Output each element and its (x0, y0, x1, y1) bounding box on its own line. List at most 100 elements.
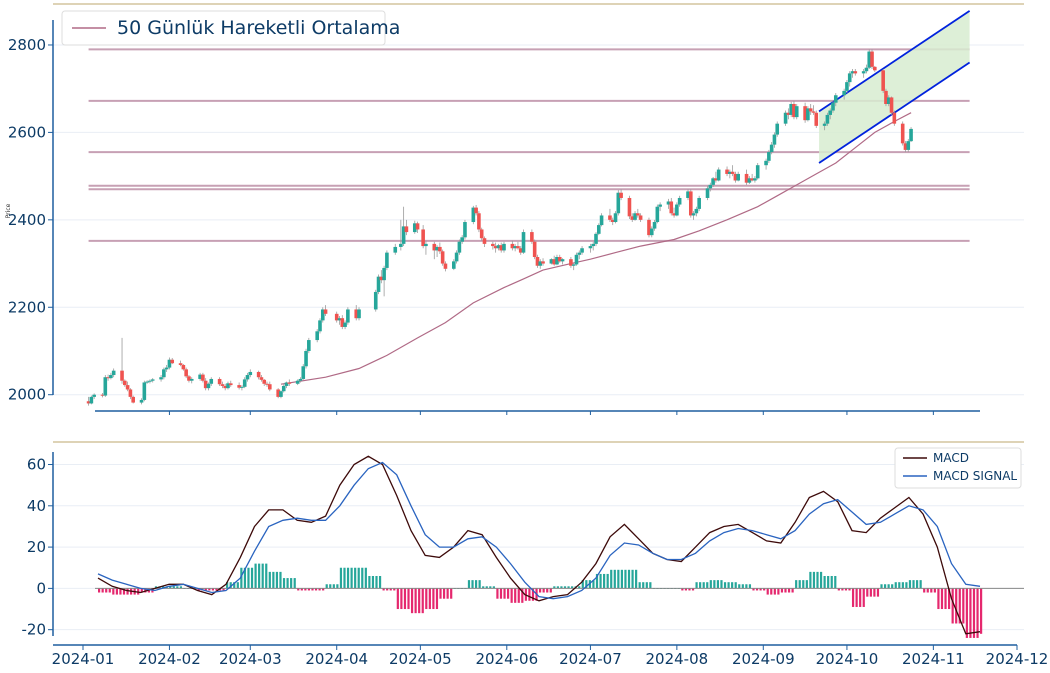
candle-body-102 (510, 243, 515, 249)
price-panel: 2000 2200 2400 2600 2800 Price 50 Günlük Har… (5, 10, 1024, 415)
candle-body-109 (535, 256, 540, 266)
candle-body-61 (323, 309, 328, 314)
macd-hist-bar-21-0 (396, 588, 399, 610)
macd-hist-bar-8-0 (211, 588, 215, 591)
macd-hist-bar-3-0 (140, 588, 143, 593)
macd-hist-bar-1-0 (112, 588, 115, 595)
candle-body-36 (226, 383, 230, 389)
candle-body-134 (633, 213, 637, 220)
candle-body-135 (636, 213, 640, 216)
macd-hist-bar-42-0 (695, 582, 698, 589)
macd-hist-bar-38-2 (645, 582, 648, 589)
x-tick-label-11: 2024-12 (986, 650, 1049, 668)
macd-hist-bar-55-0 (880, 584, 883, 589)
macd-hist-bar-5-1 (172, 586, 175, 589)
macd-hist-bar-38-0 (638, 582, 641, 589)
candle-body-42 (248, 371, 253, 376)
candle-body-37 (228, 383, 233, 386)
candle-body-188 (845, 82, 849, 91)
candle-body-116 (560, 259, 565, 262)
candle-body-162 (744, 173, 749, 183)
macd-hist-bar-50-1 (812, 571, 816, 589)
macd-hist-bar-1-1 (115, 588, 118, 595)
price-axes: 2000 2200 2400 2600 2800 (8, 20, 980, 415)
macd-hist-bar-22-0 (410, 588, 414, 614)
macd-hist-bar-16-0 (325, 584, 328, 589)
macd-hist-bar-32-1 (556, 586, 559, 589)
candle-body-181 (814, 112, 819, 126)
candle-body-33 (217, 378, 222, 385)
macd-hist-bar-21-1 (400, 588, 403, 610)
macd-hist-bar-58-2 (930, 588, 933, 593)
candle-body-190 (850, 71, 855, 74)
macd-hist-bar-11-2 (261, 563, 264, 589)
macd-hist-bar-11-0 (254, 563, 257, 589)
macd-hist-bar-15-3 (322, 588, 325, 591)
macd-hist-bar-19-2 (375, 576, 378, 589)
candle-body-23 (178, 363, 183, 365)
macd-hist-bar-33-3 (578, 586, 581, 589)
candle-body-169 (769, 144, 774, 153)
macd-hist-bar-51-3 (834, 576, 837, 589)
candle-body-120 (577, 252, 582, 255)
macd-hist-bar-38-1 (642, 582, 645, 589)
macd-hist-bar-34-1 (585, 580, 588, 589)
macd-hist-bar-28-2 (503, 588, 506, 599)
macd-hist-bar-58-0 (923, 588, 926, 593)
candle-body-110 (538, 261, 543, 266)
macd-hist-bar-61-3 (976, 588, 979, 638)
candle-body-39 (240, 386, 244, 388)
candle-body-121 (580, 248, 584, 253)
candle-body-25 (184, 369, 188, 377)
macd-hist-bar-42-1 (699, 582, 702, 589)
macd-hist-bar-59-0 (937, 588, 940, 610)
candle-body-86 (443, 263, 448, 269)
candle-body-125 (596, 225, 601, 234)
candle-body-117 (569, 259, 573, 266)
macd-hist-bar-53-0 (851, 588, 855, 607)
macd-hist-bar-18-3 (364, 567, 367, 589)
candle-body-187 (842, 90, 846, 96)
macd-hist-bar-53-2 (859, 588, 862, 607)
macd-hist-bar-1-3 (122, 588, 126, 595)
candle-body-11 (128, 389, 133, 397)
candle-body-191 (853, 71, 858, 74)
candle-body-16 (148, 380, 152, 382)
macd-axes: -20 0 20 40 60 (22, 452, 1017, 646)
macd-hist-bar-46-1 (755, 588, 759, 591)
candle-body-88 (454, 252, 459, 262)
candle-body-112 (549, 259, 554, 264)
candle-body-46 (265, 383, 269, 385)
candle-body-182 (822, 123, 827, 126)
candle-body-173 (786, 112, 791, 115)
candle-body-114 (555, 256, 559, 265)
x-tick-label-3: 2024-04 (305, 650, 368, 668)
macd-ytick-label-1: 0 (36, 579, 46, 597)
macd-hist-bar-60-0 (951, 588, 954, 624)
macd-hist-bar-35-3 (606, 573, 609, 589)
macd-hist-bar-23-2 (432, 588, 435, 610)
candle-body-156 (716, 169, 721, 181)
macd-hist-bar-54-3 (876, 588, 880, 597)
candle-body-149 (691, 213, 696, 216)
candle-body-17 (150, 379, 155, 381)
price-candles (86, 49, 913, 406)
candle-body-194 (867, 51, 872, 68)
candle-body-148 (688, 191, 693, 216)
x-axis: 2024-01 2024-02 2024-03 2024-04 2024-05 2024-… (52, 645, 1049, 668)
macd-hist-bar-26-3 (478, 580, 481, 589)
candle-body-204 (906, 141, 911, 150)
candle-body-47 (268, 384, 272, 390)
macd-hist-bar-51-1 (827, 576, 830, 589)
candle-body-202 (900, 123, 905, 144)
macd-hist-bar-54-2 (873, 588, 876, 597)
macd-hist-bar-51-0 (823, 576, 826, 589)
macd-hist-bar-28-3 (506, 588, 510, 599)
macd-hist-bar-52-2 (844, 588, 848, 591)
macd-hist-bar-0-1 (101, 588, 104, 593)
candle-body-103 (513, 246, 517, 249)
candle-body-130 (616, 192, 621, 214)
macd-hist-bar-13-0 (282, 578, 286, 589)
macd-hist-bar-43-1 (713, 580, 716, 589)
